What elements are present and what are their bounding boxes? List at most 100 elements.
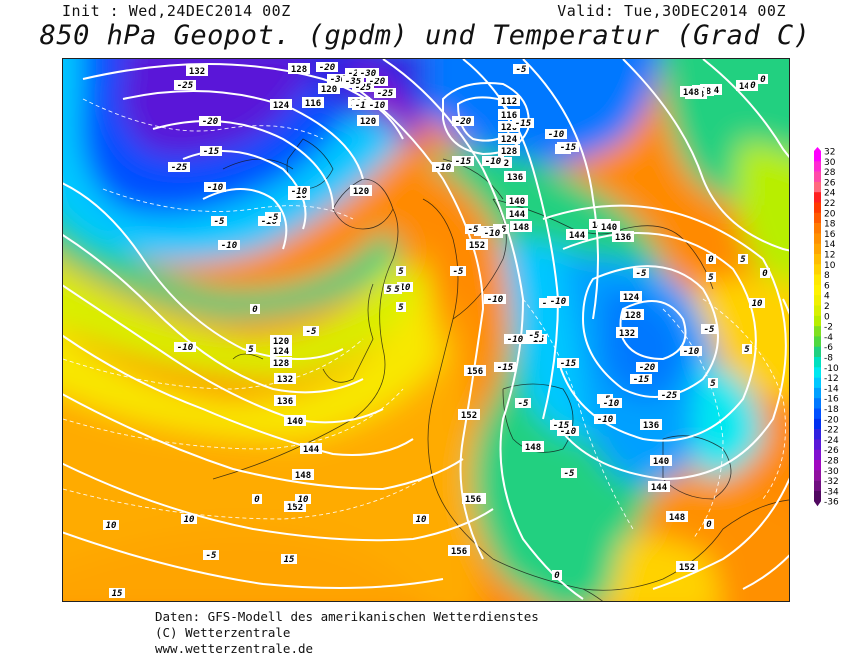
temperature-label: 5 [738, 254, 748, 265]
temperature-value: -30 [330, 75, 347, 85]
temperature-label: -25 [374, 88, 396, 99]
geopotential-value: 152 [469, 241, 485, 251]
label-box [295, 494, 311, 504]
temperature-label: 10 [103, 520, 119, 531]
temperature-label: -10 [366, 100, 388, 111]
geopotential-label: 148 [510, 221, 532, 233]
temperature-label: -20 [366, 76, 388, 87]
label-box [250, 304, 260, 314]
temperature-label: 10 [397, 282, 413, 293]
temperature-value: -20 [369, 77, 386, 87]
label-box [203, 550, 219, 560]
temperature-value: -10 [291, 187, 308, 197]
label-box [704, 519, 714, 529]
geopotential-value: 116 [501, 111, 517, 121]
geopotential-label: 136 [504, 171, 526, 183]
temperature-label: 10 [181, 514, 197, 525]
geopotential-value: 128 [273, 359, 289, 369]
legend-label: -6 [824, 343, 833, 353]
temperature-value: -10 [485, 157, 502, 167]
temperature-value: -10 [484, 229, 501, 239]
temperature-value: 0 [254, 495, 260, 505]
temperature-label: 5 [392, 284, 402, 295]
valid-time-label: Valid: Tue,30DEC2014 00Z [557, 2, 786, 20]
geopotential-label: 116 [302, 97, 324, 109]
temperature-label: -5 [515, 398, 531, 409]
temperature-value: -15 [355, 101, 372, 111]
geopotential-value: 144 [569, 231, 586, 241]
geopotential-label: 132 [274, 373, 296, 385]
footer-copyright: (C) Wetterzentrale [155, 625, 291, 640]
temperature-value: -10 [560, 427, 577, 437]
temperature-label: -10 [432, 162, 454, 173]
geopotential-value: 124 [273, 101, 290, 111]
temperature-label: -25 [658, 390, 680, 401]
geopotential-value: 136 [507, 173, 523, 183]
chart-title: 850 hPa Geopot. (gpdm) und Temperatur (G… [39, 20, 811, 51]
geopotential-value: 156 [465, 495, 481, 505]
legend-swatch [814, 233, 821, 244]
label-box [552, 570, 562, 580]
label-box [504, 334, 526, 344]
temperature-value: 0 [760, 75, 766, 85]
label-box [316, 62, 338, 72]
legend-swatch [814, 326, 821, 337]
geopotential-label: 124 [620, 291, 642, 303]
legend-swatch [814, 305, 821, 317]
legend-label: -24 [824, 436, 839, 446]
temperature-value: 10 [298, 495, 309, 505]
geopotential-value: 148 [669, 513, 685, 523]
temperature-label: -15 [200, 146, 222, 157]
temperature-label: -5 [513, 64, 529, 75]
legend-swatch [814, 336, 821, 347]
label-box [302, 97, 324, 108]
label-box [482, 156, 504, 166]
label-box [545, 129, 567, 139]
legend-swatch [814, 377, 821, 389]
label-box [246, 344, 256, 354]
label-box [616, 327, 638, 338]
temperature-label: -5 [701, 324, 717, 335]
geopotential-label: 120 [350, 185, 372, 197]
label-box [342, 76, 364, 86]
label-box [464, 365, 486, 376]
temperature-label: 0 [252, 494, 262, 505]
geopotential-value: 148 [295, 471, 311, 481]
legend-label: 0 [824, 312, 830, 322]
legend-label: -26 [824, 446, 839, 456]
label-box [204, 182, 226, 192]
legend-label: 20 [824, 209, 836, 219]
legend-label: -34 [824, 487, 839, 497]
label-box [550, 420, 572, 430]
temperature-label: 5 [396, 302, 406, 313]
geopotential-value: 120 [273, 337, 289, 347]
geopotential-value: 120 [353, 187, 369, 197]
temperature-value: -10 [548, 130, 565, 140]
temperature-value: -10 [683, 347, 700, 357]
legend-swatch [814, 470, 821, 481]
geopotential-label: 128 [288, 63, 310, 75]
label-box [498, 145, 520, 156]
label-box [392, 284, 402, 294]
label-box [109, 588, 125, 598]
temperature-label: -30 [327, 74, 349, 85]
label-box [676, 561, 698, 572]
label-box [284, 501, 306, 512]
label-box [547, 296, 569, 306]
geopotential-label: 124 [498, 133, 520, 145]
label-box [252, 494, 262, 504]
label-box [397, 282, 413, 292]
label-box [748, 80, 758, 90]
temperature-value: 0 [762, 269, 768, 279]
label-box [270, 345, 292, 356]
geopotential-value: 124 [501, 135, 518, 145]
temperature-value: 0 [708, 255, 714, 265]
temperature-value: 5 [398, 267, 404, 277]
legend-swatch [814, 192, 821, 203]
geopotential-label: 148 [680, 86, 702, 98]
temperature-label: -5 [465, 224, 481, 235]
temperature-label: 5 [708, 378, 718, 389]
temperature-label: -25 [168, 162, 190, 173]
label-box [594, 414, 616, 424]
temperature-value: -25 [348, 69, 365, 79]
